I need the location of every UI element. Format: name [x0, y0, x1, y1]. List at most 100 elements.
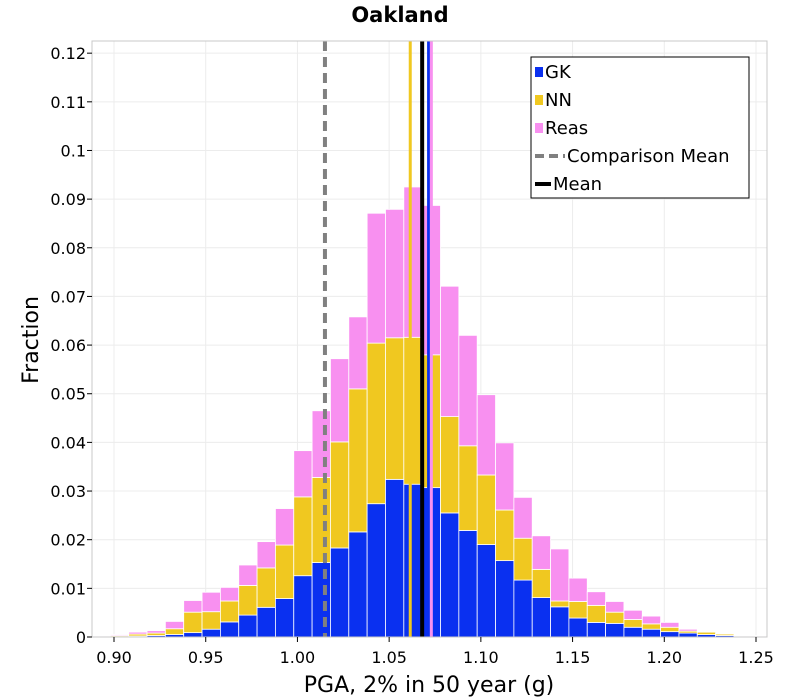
legend-label: GK: [545, 62, 572, 83]
bar-reas-31: [660, 622, 680, 628]
bar-reas-17: [403, 186, 423, 338]
bar-reas-28: [605, 601, 625, 613]
bar-gk-20: [458, 530, 478, 638]
bar-reas-32: [678, 628, 698, 632]
bar-nn-22: [495, 509, 515, 562]
y-tick-label: 0.01: [50, 579, 86, 598]
bar-nn-14: [348, 388, 368, 533]
plot-frame: [91, 40, 768, 638]
bar-gk-28: [605, 622, 625, 638]
x-axis-ticks: 0.90 0.95 1.00 1.05 1.10 1.15 1.20 1.25: [96, 637, 774, 667]
bar-gk-16: [385, 478, 405, 638]
bar-gk-31: [660, 631, 680, 638]
chart-title: Oakland: [351, 3, 448, 27]
x-axis-label: PGA, 2% in 50 year (g): [304, 673, 555, 698]
bar-reas-14: [348, 316, 368, 390]
bar-reas-6: [201, 591, 221, 613]
bar-gk-21: [476, 544, 496, 638]
bar-reas-4: [164, 621, 185, 630]
bar-gk-24: [531, 597, 551, 638]
bar-reas-26: [568, 577, 588, 602]
bar-gk-22: [495, 560, 515, 638]
y-tick-label: 0.04: [50, 433, 86, 452]
bar-gk-19: [440, 512, 460, 638]
bar-gk-32: [678, 632, 698, 638]
bar-nn-16: [385, 337, 405, 480]
y-tick-label: 0.06: [50, 336, 86, 355]
y-tick-label: 0.1: [61, 141, 86, 160]
bar-nn-12: [311, 477, 331, 563]
bars: [91, 186, 772, 638]
bar-nn-31: [660, 626, 680, 633]
legend-label: NN: [545, 90, 572, 111]
bar-reas-2: [128, 631, 148, 635]
bar-reas-12: [311, 410, 331, 478]
y-tick-label: 0: [76, 628, 86, 647]
bar-reas-24: [531, 535, 551, 570]
bar-nn-27: [586, 604, 606, 623]
bar-nn-13: [330, 441, 350, 549]
bar-nn-10: [275, 544, 295, 599]
legend: GK NN Reas Comparison Mean Mean: [530, 56, 750, 199]
legend-label: Comparison Mean: [567, 146, 730, 167]
bar-gk-26: [568, 617, 588, 638]
bar-nn-15: [366, 342, 386, 505]
bar-reas-8: [238, 564, 258, 586]
x-tick-label: 0.90: [96, 648, 132, 667]
x-tick-label: 1.10: [463, 648, 499, 667]
bar-nn-26: [568, 601, 588, 619]
bar-reas-1: [109, 634, 130, 636]
bar-gk-25: [550, 606, 570, 638]
bar-nn-8: [238, 585, 258, 616]
bar-nn-29: [623, 619, 643, 628]
bar-nn-21: [476, 474, 496, 545]
legend-box: [530, 56, 750, 199]
bar-gk-30: [641, 628, 662, 638]
bar-gk-17: [403, 483, 423, 638]
bar-nn-7: [219, 600, 240, 623]
bar-nn-9: [256, 567, 276, 608]
bar-reas-23: [513, 496, 533, 539]
bar-nn-20: [458, 445, 478, 531]
x-tick-label: 1.15: [555, 648, 591, 667]
y-tick-label: 0.09: [50, 190, 86, 209]
bar-reas-21: [476, 394, 496, 476]
bar-reas-15: [366, 212, 386, 344]
bar-nn-28: [605, 611, 625, 624]
x-tick-label: 0.95: [188, 648, 224, 667]
y-tick-label: 0.07: [50, 287, 86, 306]
bar-reas-22: [495, 442, 515, 511]
x-tick-label: 1.00: [280, 648, 316, 667]
bar-nn-4: [164, 628, 185, 635]
bar-reas-29: [623, 609, 643, 620]
y-tick-label: 0.12: [50, 44, 86, 63]
bar-nn-5: [183, 611, 203, 634]
bar-gk-15: [366, 503, 386, 638]
bar-nn-25: [550, 600, 570, 608]
bar-gk-14: [348, 531, 368, 638]
bar-gk-11: [293, 575, 313, 638]
y-tick-label: 0.02: [50, 531, 86, 550]
bar-reas-20: [458, 334, 478, 447]
bar-nn-19: [440, 416, 460, 514]
y-tick-label: 0.03: [50, 482, 86, 501]
legend-swatch-gk: [535, 67, 543, 77]
bar-reas-3: [146, 630, 166, 634]
bar-gk-27: [586, 622, 606, 638]
bar-gk-23: [513, 579, 533, 638]
bar-gk-29: [623, 626, 643, 638]
bar-gk-8: [238, 614, 258, 638]
bar-gk-9: [256, 606, 276, 638]
y-tick-label: 0.08: [50, 239, 86, 258]
x-tick-label: 1.05: [371, 648, 407, 667]
bar-nn-23: [513, 537, 533, 581]
reference-lines: [322, 41, 433, 637]
plot-border: [91, 40, 768, 638]
bar-nn-6: [201, 611, 221, 630]
y-axis-label: Fraction: [19, 296, 44, 384]
bar-gk-13: [330, 547, 350, 638]
bar-reas-27: [586, 591, 606, 606]
bar-gk-7: [219, 621, 240, 638]
bar-gk-12: [311, 562, 331, 638]
